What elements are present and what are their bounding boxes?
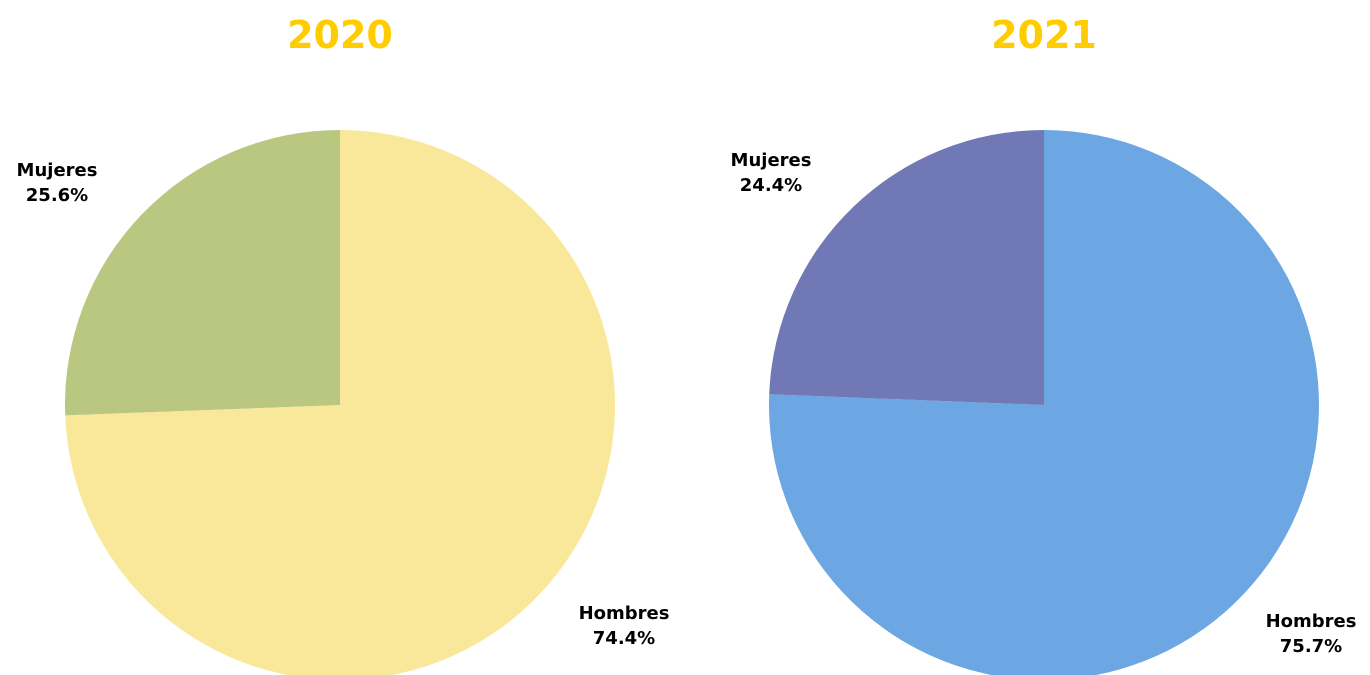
pie-2021: [769, 130, 1319, 675]
pie-2020: [65, 130, 615, 675]
slice-category-label: Hombres: [1266, 611, 1357, 632]
slice-value-label: 74.4%: [593, 628, 655, 649]
pie-slice-mujeres-2020: [65, 130, 340, 416]
slice-label-mujeres-2020: Mujeres 25.6%: [17, 160, 98, 206]
pie-slice-hombres-2020: [65, 130, 615, 675]
chart-title-2021: 2021: [991, 13, 1097, 57]
slice-label-hombres-2020: Hombres 74.4%: [579, 603, 670, 649]
slice-category-label: Hombres: [579, 603, 670, 624]
slice-value-label: 75.7%: [1280, 636, 1342, 657]
chart-title-2020: 2020: [287, 13, 393, 57]
slice-category-label: Mujeres: [17, 160, 98, 181]
pie-slice-hombres-2021: [769, 130, 1319, 675]
slice-value-label: 25.6%: [26, 185, 88, 206]
pie-slice-mujeres-2021: [769, 130, 1044, 405]
slice-category-label: Mujeres: [731, 150, 812, 171]
slice-label-mujeres-2021: Mujeres 24.4%: [731, 150, 812, 196]
slice-value-label: 24.4%: [740, 175, 802, 196]
slice-label-hombres-2021: Hombres 75.7%: [1266, 611, 1357, 657]
